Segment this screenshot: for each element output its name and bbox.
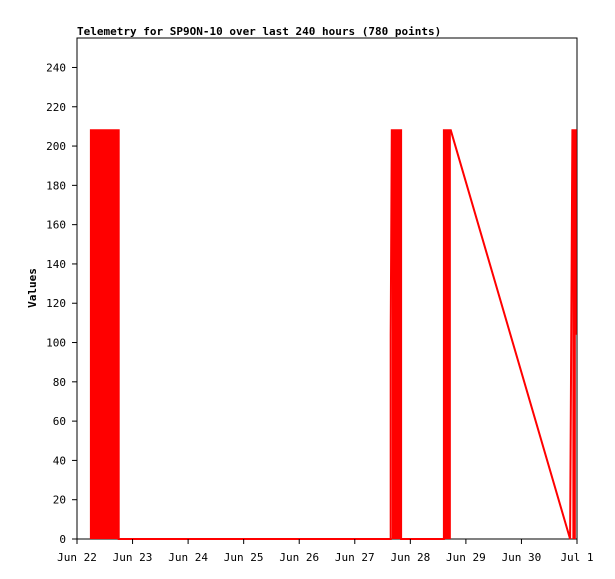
y-tick-label: 60 [53, 415, 66, 428]
x-tick-label: Jun 29 [446, 551, 486, 564]
y-tick-label: 140 [46, 258, 66, 271]
y-axis-title: Values [26, 268, 39, 308]
x-axis: Jun 22 Jun 23 Jun 24 Jun 25 Jun 26 Jun 27 Jun … [57, 539, 594, 564]
x-tick-label: Jun 23 [113, 551, 153, 564]
y-tick-label: 40 [53, 454, 66, 467]
data-block [572, 130, 576, 539]
x-tick-label: Jun 24 [168, 551, 208, 564]
y-tick-label: 200 [46, 140, 66, 153]
data-block [443, 130, 451, 539]
y-tick-label: 100 [46, 337, 66, 350]
plot-area-border [76, 37, 578, 540]
x-tick-label: Jun 25 [224, 551, 264, 564]
chart-title: Telemetry for SP9ON-10 over last 240 hou… [77, 25, 441, 38]
series-line [89, 129, 577, 540]
y-tick-label: 0 [59, 533, 66, 546]
x-tick-label: Jun 30 [502, 551, 542, 564]
y-tick-label: 20 [53, 494, 66, 507]
x-tick-label: Jul 1 [560, 551, 593, 564]
y-tick-label: 240 [46, 61, 66, 74]
x-tick-label: Jun 28 [390, 551, 430, 564]
x-tick-label: Jun 22 [57, 551, 97, 564]
data-block [90, 130, 119, 539]
x-tick-label: Jun 26 [279, 551, 319, 564]
marks-layer [89, 129, 577, 540]
y-tick-label: 160 [46, 219, 66, 232]
data-block [391, 130, 402, 539]
y-tick-label: 80 [53, 376, 66, 389]
y-tick-label: 120 [46, 297, 66, 310]
y-tick-label: 220 [46, 101, 66, 114]
y-tick-label: 180 [46, 179, 66, 192]
y-axis: 0 20 40 60 80 100 120 140 160 180 200 220 240 [46, 61, 77, 546]
x-tick-label: Jun 27 [335, 551, 375, 564]
